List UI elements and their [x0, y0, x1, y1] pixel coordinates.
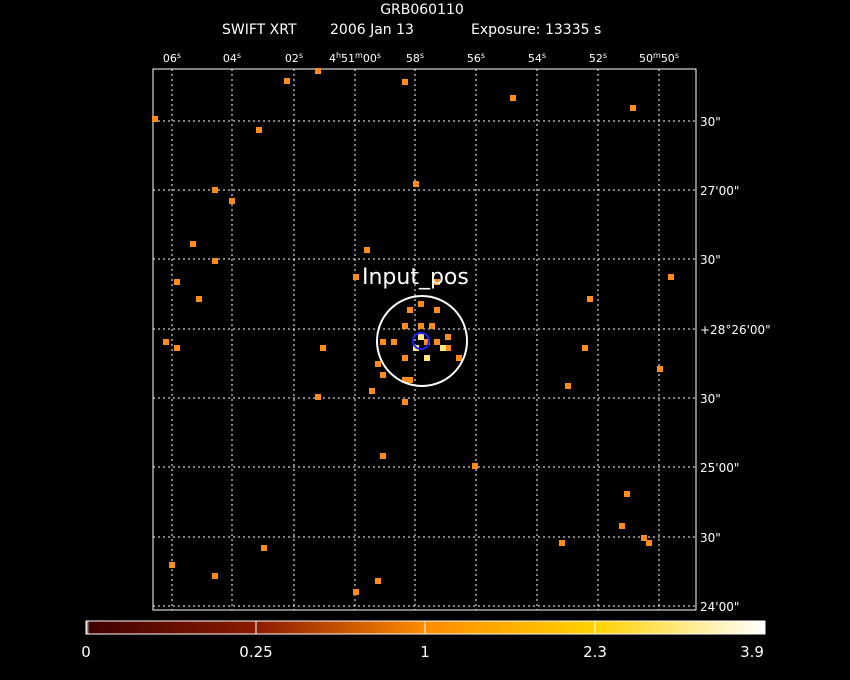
photon-events — [152, 68, 674, 595]
colorbar-label: 0.25 — [239, 643, 272, 661]
plot-frame — [152, 68, 697, 611]
photon-event — [668, 274, 674, 280]
ra-tick-label: 4h51m00s — [329, 51, 381, 65]
photon-event — [284, 78, 290, 84]
photon-event — [418, 301, 424, 307]
dec-tick-label: +28°26'00" — [700, 323, 771, 337]
source-marker-circle — [412, 332, 430, 350]
photon-event — [353, 589, 359, 595]
input-pos-label: Input_pos — [362, 265, 469, 290]
photon-event — [212, 258, 218, 264]
photon-event — [369, 388, 375, 394]
photon-event — [315, 68, 321, 74]
photon-event — [510, 95, 516, 101]
ra-tick-label: 56s — [467, 51, 485, 65]
photon-event — [174, 345, 180, 351]
ra-tick-label: 02s — [285, 51, 303, 65]
photon-event — [261, 545, 267, 551]
photon-event — [375, 361, 381, 367]
photon-event — [456, 355, 462, 361]
dec-tick-label: 25'00" — [700, 461, 739, 475]
photon-event — [152, 116, 158, 122]
photon-event — [190, 241, 196, 247]
colorbar-label: 2.3 — [583, 643, 607, 661]
photon-event — [174, 279, 180, 285]
photon-event — [402, 377, 408, 383]
photon-event — [413, 181, 419, 187]
colorbar-label: 1 — [420, 643, 430, 661]
photon-event — [646, 540, 652, 546]
dec-tick-label: 30" — [700, 115, 721, 129]
photon-event — [624, 491, 630, 497]
photon-event — [429, 323, 435, 329]
ra-tick-label: 52s — [589, 51, 607, 65]
photon-event — [407, 307, 413, 313]
dec-tick-labels: 30" 27'00" 30" +28°26'00" 30" 25'00" 30" 24'00" — [700, 115, 771, 614]
photon-event — [375, 578, 381, 584]
photon-event — [212, 573, 218, 579]
photon-event — [196, 296, 202, 302]
photon-event — [256, 127, 262, 133]
dec-tick-label: 30" — [700, 531, 721, 545]
dec-tick-label: 27'00" — [700, 184, 739, 198]
photon-event — [380, 339, 386, 345]
photon-event — [402, 399, 408, 405]
colorbar-labels: 0 0.25 1 2.3 3.9 — [81, 643, 764, 661]
photon-event — [445, 345, 451, 351]
photon-event — [434, 279, 440, 285]
photon-event — [565, 383, 571, 389]
bright-event — [424, 355, 430, 361]
photon-event — [434, 307, 440, 313]
photon-event — [445, 334, 451, 340]
photon-event — [402, 323, 408, 329]
dec-tick-label: 30" — [700, 392, 721, 406]
image-title: GRB060110 — [380, 2, 464, 18]
photon-event — [229, 198, 235, 204]
photon-event — [472, 463, 478, 469]
colorbar-label: 0 — [81, 643, 91, 661]
ra-tick-labels: 06s 04s 02s 4h51m00s 58s 56s 54s 52s 50m50s — [163, 51, 679, 65]
photon-event — [407, 377, 413, 383]
photon-event — [364, 247, 370, 253]
bright-event — [440, 345, 446, 351]
photon-event — [559, 540, 565, 546]
ra-tick-label: 06s — [163, 51, 181, 65]
photon-event — [657, 366, 663, 372]
photon-event — [434, 339, 440, 345]
photon-event — [402, 79, 408, 85]
ra-tick-label: 54s — [528, 51, 546, 65]
photon-event — [619, 523, 625, 529]
photon-event — [418, 323, 424, 329]
photon-event — [380, 372, 386, 378]
photon-event — [641, 535, 647, 541]
photon-event — [402, 355, 408, 361]
photon-event — [587, 296, 593, 302]
photon-event — [424, 339, 430, 345]
exposure-label: Exposure: 13335 s — [471, 22, 602, 38]
input-position-circle — [376, 295, 468, 387]
photon-event — [353, 274, 359, 280]
observation-date: 2006 Jan 13 — [330, 22, 414, 38]
coordinate-grid — [153, 69, 696, 610]
colorbar-label: 3.9 — [740, 643, 764, 661]
photon-event — [582, 345, 588, 351]
instrument-label: SWIFT XRT — [222, 22, 297, 38]
photon-event — [212, 187, 218, 193]
photon-event — [169, 562, 175, 568]
ra-tick-label: 50m50s — [639, 51, 679, 65]
photon-event — [315, 394, 321, 400]
bright-event — [418, 334, 424, 340]
photon-event — [320, 345, 326, 351]
photon-event — [391, 339, 397, 345]
photon-event — [380, 453, 386, 459]
dec-tick-label: 24'00" — [700, 600, 739, 614]
ra-tick-label: 58s — [406, 51, 424, 65]
dec-tick-label: 30" — [700, 253, 721, 267]
photon-event — [163, 339, 169, 345]
ra-tick-label: 04s — [223, 51, 241, 65]
photon-event — [630, 105, 636, 111]
